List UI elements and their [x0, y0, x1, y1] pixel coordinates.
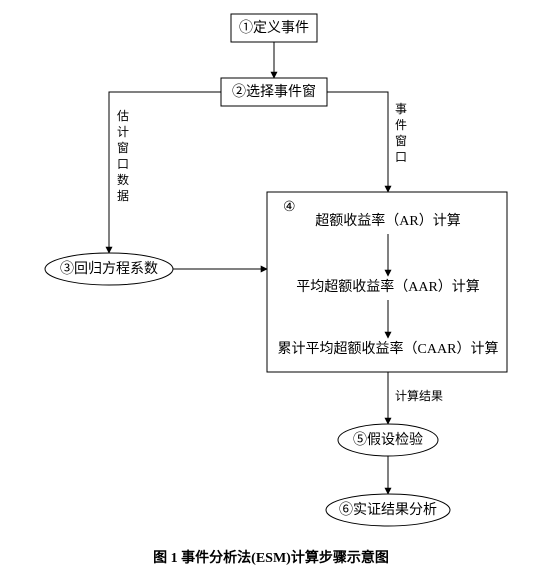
node-calc-box-num: ④ — [283, 200, 296, 215]
node-select-window-label: ②选择事件窗 — [232, 83, 316, 100]
esm-flowchart: ①定义事件 ②选择事件窗 估 计 窗 口 数 据 事 件 窗 口 ③回归方程系数… — [0, 0, 542, 578]
svg-text:窗: 窗 — [395, 134, 407, 148]
svg-text:口: 口 — [395, 150, 407, 164]
calc-caar-label: 累计平均超额收益率（CAAR）计算 — [278, 340, 499, 357]
svg-text:估: 估 — [117, 109, 129, 123]
node-regression-coef-label: ③回归方程系数 — [60, 260, 158, 277]
node-hypothesis-test-label: ⑤假设检验 — [353, 432, 423, 448]
svg-text:口: 口 — [117, 157, 129, 171]
calc-aar-label: 平均超额收益率（AAR）计算 — [296, 278, 480, 295]
svg-text:计: 计 — [117, 125, 129, 139]
svg-text:数: 数 — [117, 172, 129, 187]
edge-2-4 — [327, 92, 388, 192]
edge-2-4-label: 事 件 窗 口 — [395, 102, 407, 164]
svg-text:事: 事 — [395, 102, 407, 116]
figure-caption: 图 1 事件分析法(ESM)计算步骤示意图 — [153, 549, 389, 566]
svg-text:据: 据 — [117, 189, 129, 203]
svg-text:窗: 窗 — [117, 141, 129, 155]
svg-text:件: 件 — [395, 118, 407, 132]
node-empirical-analysis-label: ⑥实证结果分析 — [339, 502, 437, 518]
calc-ar-label: 超额收益率（AR）计算 — [315, 212, 460, 229]
node-define-event-label: ①定义事件 — [239, 20, 309, 36]
edge-4-5-label: 计算结果 — [395, 388, 443, 403]
edge-2-3-label: 估 计 窗 口 数 据 — [117, 109, 129, 203]
